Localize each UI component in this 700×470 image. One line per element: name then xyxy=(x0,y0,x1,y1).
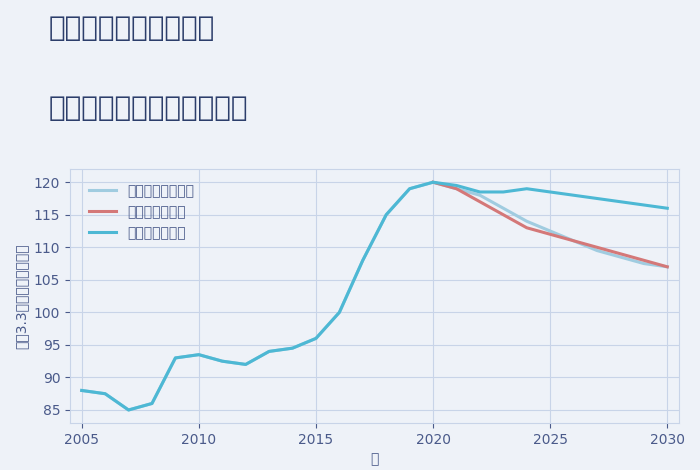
バッドシナリオ xyxy=(593,244,601,250)
バッドシナリオ xyxy=(522,225,531,231)
ノーマルシナリオ xyxy=(218,358,227,364)
ノーマルシナリオ xyxy=(241,361,250,367)
ノーマルシナリオ xyxy=(335,310,344,315)
グッドシナリオ xyxy=(265,349,273,354)
ノーマルシナリオ xyxy=(101,391,109,397)
グッドシナリオ xyxy=(452,183,461,188)
ノーマルシナリオ xyxy=(148,400,156,406)
グッドシナリオ xyxy=(358,258,367,263)
ノーマルシナリオ xyxy=(429,180,438,185)
グッドシナリオ xyxy=(382,212,391,218)
グッドシナリオ xyxy=(663,205,671,211)
グッドシナリオ xyxy=(476,189,484,195)
ノーマルシナリオ xyxy=(616,254,624,260)
グッドシナリオ xyxy=(569,192,577,198)
Text: 兵庫県姫路市紺屋町の: 兵庫県姫路市紺屋町の xyxy=(49,14,216,42)
グッドシナリオ xyxy=(593,196,601,201)
ノーマルシナリオ xyxy=(358,258,367,263)
Line: ノーマルシナリオ: ノーマルシナリオ xyxy=(82,182,667,410)
バッドシナリオ xyxy=(569,238,577,243)
ノーマルシナリオ xyxy=(663,264,671,270)
ノーマルシナリオ xyxy=(640,261,648,266)
ノーマルシナリオ xyxy=(499,205,508,211)
Text: 中古マンションの価格推移: 中古マンションの価格推移 xyxy=(49,94,248,122)
ノーマルシナリオ xyxy=(382,212,391,218)
グッドシナリオ xyxy=(148,400,156,406)
ノーマルシナリオ xyxy=(405,186,414,192)
バッドシナリオ xyxy=(429,180,438,185)
グッドシナリオ xyxy=(218,358,227,364)
ノーマルシナリオ xyxy=(195,352,203,358)
グッドシナリオ xyxy=(241,361,250,367)
ノーマルシナリオ xyxy=(546,228,554,234)
グッドシナリオ xyxy=(335,310,344,315)
ノーマルシナリオ xyxy=(476,192,484,198)
グッドシナリオ xyxy=(640,202,648,208)
ノーマルシナリオ xyxy=(265,349,273,354)
グッドシナリオ xyxy=(195,352,203,358)
ノーマルシナリオ xyxy=(172,355,180,361)
Legend: ノーマルシナリオ, バッドシナリオ, グッドシナリオ: ノーマルシナリオ, バッドシナリオ, グッドシナリオ xyxy=(83,179,200,246)
グッドシナリオ xyxy=(405,186,414,192)
バッドシナリオ xyxy=(640,258,648,263)
ノーマルシナリオ xyxy=(78,388,86,393)
グッドシナリオ xyxy=(499,189,508,195)
グッドシナリオ xyxy=(101,391,109,397)
ノーマルシナリオ xyxy=(593,248,601,253)
ノーマルシナリオ xyxy=(522,219,531,224)
バッドシナリオ xyxy=(663,264,671,270)
ノーマルシナリオ xyxy=(125,407,133,413)
バッドシナリオ xyxy=(499,212,508,218)
バッドシナリオ xyxy=(452,186,461,192)
グッドシナリオ xyxy=(546,189,554,195)
Line: グッドシナリオ: グッドシナリオ xyxy=(82,182,667,410)
グッドシナリオ xyxy=(125,407,133,413)
グッドシナリオ xyxy=(172,355,180,361)
バッドシナリオ xyxy=(616,251,624,257)
グッドシナリオ xyxy=(429,180,438,185)
グッドシナリオ xyxy=(312,336,320,341)
Y-axis label: 平（3.3㎡）単価（万円）: 平（3.3㎡）単価（万円） xyxy=(14,243,28,349)
ノーマルシナリオ xyxy=(312,336,320,341)
ノーマルシナリオ xyxy=(452,186,461,192)
グッドシナリオ xyxy=(616,199,624,204)
グッドシナリオ xyxy=(288,345,297,351)
Line: バッドシナリオ: バッドシナリオ xyxy=(433,182,667,267)
ノーマルシナリオ xyxy=(569,238,577,243)
グッドシナリオ xyxy=(522,186,531,192)
バッドシナリオ xyxy=(546,231,554,237)
ノーマルシナリオ xyxy=(288,345,297,351)
バッドシナリオ xyxy=(476,199,484,204)
グッドシナリオ xyxy=(78,388,86,393)
X-axis label: 年: 年 xyxy=(370,452,379,466)
